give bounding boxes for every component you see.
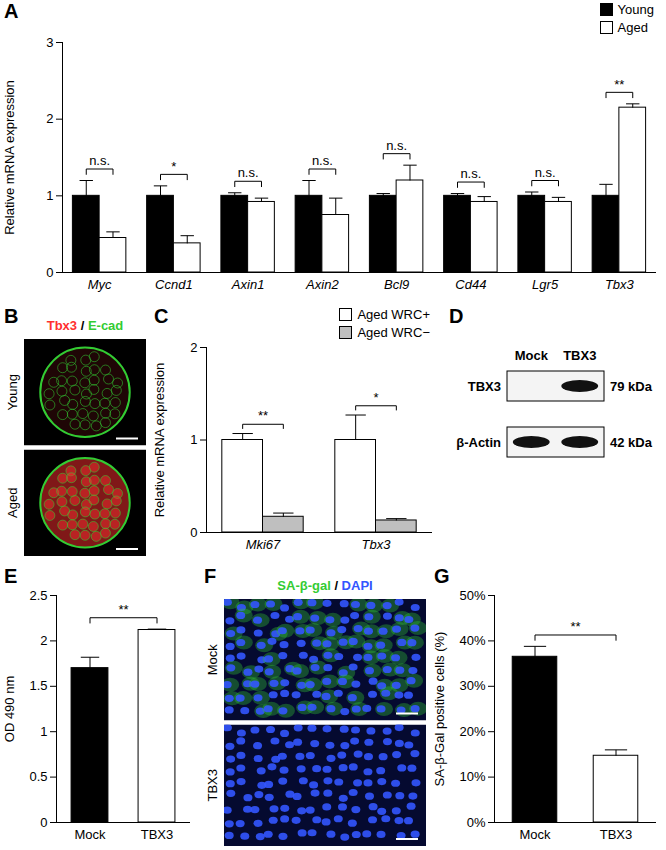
html-text:A: A: [4, 0, 19, 22]
svg-text:SA-β-gal / DAPI: SA-β-gal / DAPI: [277, 578, 372, 593]
html-text:Young: Young: [617, 2, 654, 17]
svg-text:**: **: [570, 619, 580, 634]
svg-text:Mock: Mock: [519, 827, 551, 842]
svg-text:**: **: [258, 408, 268, 423]
svg-text:40%: 40%: [459, 633, 485, 648]
svg-text:**: **: [614, 76, 624, 91]
svg-text:2: 2: [46, 111, 53, 126]
svg-text:TBX3: TBX3: [205, 769, 220, 802]
svg-text:30%: 30%: [459, 678, 485, 693]
svg-text:1.5: 1.5: [29, 678, 47, 693]
html-text:F: F: [204, 565, 217, 587]
svg-text:1: 1: [190, 432, 197, 447]
svg-text:Axin2: Axin2: [305, 277, 339, 292]
svg-text:Myc: Myc: [88, 277, 112, 292]
svg-text:Mock: Mock: [205, 644, 220, 676]
svg-text:Tbx3 / E-cad: Tbx3 / E-cad: [47, 318, 124, 333]
svg-text:Relative mRNA expression: Relative mRNA expression: [2, 80, 17, 235]
svg-text:0: 0: [40, 815, 47, 830]
svg-text:20%: 20%: [459, 724, 485, 739]
svg-text:β-Actin: β-Actin: [456, 435, 501, 450]
html-text:G: G: [434, 565, 450, 587]
svg-text:79 kDa: 79 kDa: [610, 379, 653, 394]
svg-text:n.s.: n.s.: [460, 166, 481, 181]
svg-text:3: 3: [46, 35, 53, 50]
html-text:Aged WRC−: Aged WRC−: [357, 325, 430, 340]
svg-text:Tbx3: Tbx3: [605, 277, 635, 292]
svg-text:Mki67: Mki67: [246, 537, 281, 552]
svg-text:Ccnd1: Ccnd1: [155, 277, 193, 292]
svg-text:Tbx3: Tbx3: [362, 537, 392, 552]
html-text:C: C: [154, 305, 169, 327]
svg-text:10%: 10%: [459, 769, 485, 784]
svg-text:TBX3: TBX3: [563, 348, 596, 363]
svg-text:TBX3: TBX3: [468, 379, 501, 394]
html-text:D: D: [449, 305, 464, 327]
svg-text:OD 490 nm: OD 490 nm: [2, 676, 17, 742]
svg-text:**: **: [118, 602, 128, 617]
svg-text:42 kDa: 42 kDa: [610, 435, 653, 450]
svg-text:n.s.: n.s.: [535, 165, 556, 180]
svg-text:Young: Young: [5, 374, 20, 410]
html-text:Aged: Aged: [617, 20, 648, 35]
svg-text:TBX3: TBX3: [141, 827, 174, 842]
svg-text:50%: 50%: [459, 588, 485, 603]
svg-text:Mock: Mock: [515, 348, 549, 363]
svg-text:TBX3: TBX3: [600, 827, 633, 842]
svg-text:1: 1: [40, 724, 47, 739]
svg-text:n.s.: n.s.: [312, 153, 333, 168]
svg-text:*: *: [171, 159, 176, 174]
svg-text:n.s.: n.s.: [238, 165, 259, 180]
svg-text:Lgr5: Lgr5: [532, 277, 559, 292]
svg-text:0.5: 0.5: [29, 769, 47, 784]
html-text:E: E: [4, 565, 18, 587]
svg-text:0: 0: [190, 525, 197, 540]
svg-text:Aged: Aged: [5, 488, 20, 518]
svg-text:Cd44: Cd44: [455, 277, 486, 292]
svg-text:Bcl9: Bcl9: [384, 277, 409, 292]
svg-text:2: 2: [190, 340, 197, 355]
html-text:B: B: [4, 305, 19, 327]
svg-text:0%: 0%: [467, 815, 486, 830]
svg-text:SA-β-Gal positive cells (%): SA-β-Gal positive cells (%): [432, 632, 447, 787]
svg-text:Axin1: Axin1: [231, 277, 265, 292]
svg-text:Mock: Mock: [74, 827, 106, 842]
svg-text:*: *: [373, 390, 378, 405]
svg-text:n.s.: n.s.: [386, 138, 407, 153]
svg-text:n.s.: n.s.: [89, 153, 110, 168]
svg-text:0: 0: [46, 265, 53, 280]
svg-text:2: 2: [40, 633, 47, 648]
html-text:Aged WRC+: Aged WRC+: [357, 307, 430, 322]
svg-text:1: 1: [46, 188, 53, 203]
svg-text:Relative mRNA expression: Relative mRNA expression: [152, 363, 167, 518]
svg-text:2.5: 2.5: [29, 588, 47, 603]
